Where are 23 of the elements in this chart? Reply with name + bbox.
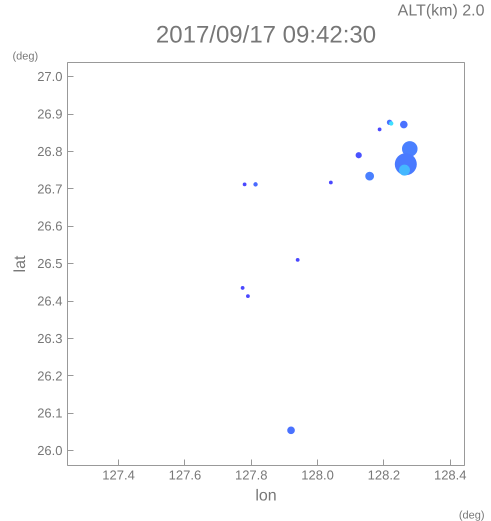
x-tick-label: 128.2 [368,468,400,482]
y-tick-label: 26.6 [37,218,63,234]
y-tick-label: 26.4 [37,294,63,309]
y-axis-title: lat [12,254,30,272]
y-tick-label: 26.8 [37,144,63,159]
y-tick-label: 26.7 [37,181,63,196]
y-tick-label: 26.5 [37,256,63,272]
chart-subtitle: ALT(km) 2.0 [398,2,485,20]
x-tick-label: 127.8 [234,468,268,482]
x-tick-label: 127.4 [102,468,135,482]
text: (deg) [458,510,485,521]
y-tick-label: 26.2 [37,368,63,384]
x-tick-label: 127.6 [168,468,202,482]
y-tick-label: 26.3 [37,330,63,346]
y-tick-label: 26.9 [37,106,63,122]
text: (deg) [12,50,38,62]
x-tick-label: 128.4 [434,468,467,482]
y-tick-label: 26.0 [37,443,63,458]
x-axis-title: lon [255,488,277,504]
y-tick-label: 27.0 [37,69,63,84]
y-tick-label: 26.1 [37,406,63,421]
x-tick-label: 128.0 [301,468,334,482]
chart-title: 2017/09/17 09:42:30 [156,22,376,48]
